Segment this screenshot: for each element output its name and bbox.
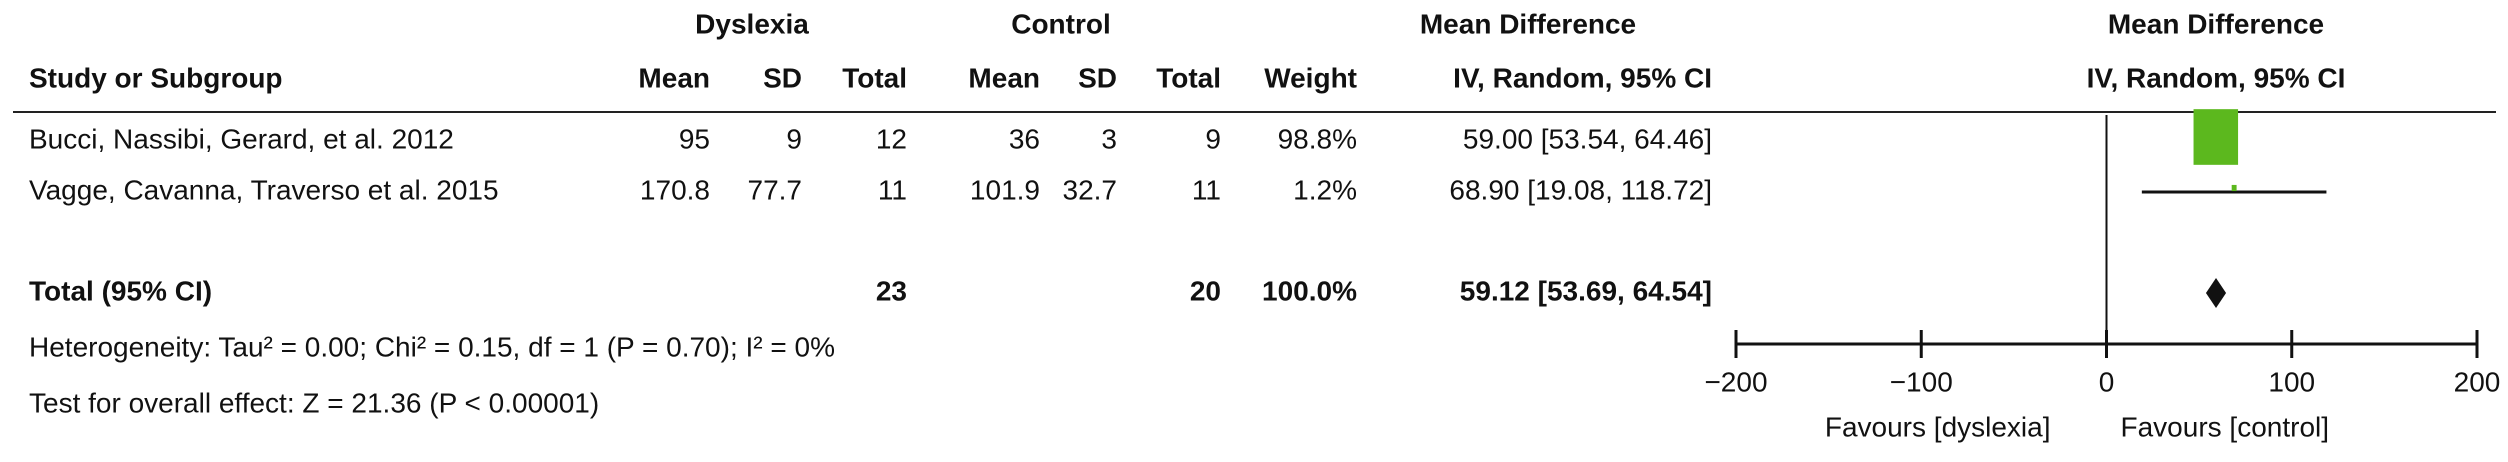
pooled-diamond xyxy=(2205,278,2227,308)
column-header: Total xyxy=(1156,62,1221,93)
study-ci: 59.00 [53.54, 64.46] xyxy=(1463,123,1712,154)
total-value: 23 xyxy=(876,275,907,306)
study-weight: 1.2% xyxy=(1293,174,1357,205)
column-header: SD xyxy=(763,62,802,93)
x-tick-label: 200 xyxy=(2454,366,2501,397)
study-value: 36 xyxy=(1009,123,1040,154)
heterogeneity: Heterogeneity: Tau² = 0.00; Chi² = 0.15,… xyxy=(29,331,835,362)
column-header: Total xyxy=(842,62,907,93)
study-value: 32.7 xyxy=(1063,174,1118,205)
study-name: Bucci, Nassibi, Gerard, et al. 2012 xyxy=(29,123,454,154)
total-weight: 100.0% xyxy=(1262,275,1357,306)
study-value: 3 xyxy=(1101,123,1117,154)
study-value: 101.9 xyxy=(970,174,1040,205)
study-value: 77.7 xyxy=(748,174,803,205)
point-estimate xyxy=(2231,184,2237,192)
favours-label: Favours [control] xyxy=(2121,411,2330,442)
group-header: Control xyxy=(1011,8,1111,39)
x-tick-label: −200 xyxy=(1704,366,1767,397)
column-header: Study or Subgroup xyxy=(29,62,283,93)
study-name: Vagge, Cavanna, Traverso et al. 2015 xyxy=(29,174,499,205)
favours-label: Favours [dyslexia] xyxy=(1825,411,2051,442)
column-header: Weight xyxy=(1264,62,1357,93)
group-header: Mean Difference xyxy=(2108,8,2324,39)
total-value: 20 xyxy=(1190,275,1221,306)
study-value: 11 xyxy=(1192,174,1221,205)
column-header: SD xyxy=(1078,62,1117,93)
total-ci: 59.12 [53.69, 64.54] xyxy=(1460,275,1712,306)
x-tick-label: −100 xyxy=(1890,366,1953,397)
x-tick-label: 100 xyxy=(2268,366,2315,397)
study-value: 95 xyxy=(679,123,710,154)
column-header: IV, Random, 95% CI xyxy=(1453,62,1712,93)
study-value: 9 xyxy=(786,123,802,154)
study-value: 9 xyxy=(1205,123,1221,154)
group-header: Dyslexia xyxy=(695,8,809,39)
study-value: 12 xyxy=(876,123,907,154)
overall-effect: Test for overall effect: Z = 21.36 (P < … xyxy=(29,387,599,418)
column-header: IV, Random, 95% CI xyxy=(2087,62,2346,93)
study-weight: 98.8% xyxy=(1278,123,1357,154)
column-header: Mean xyxy=(968,62,1040,93)
column-header: Mean xyxy=(638,62,710,93)
study-value: 11 xyxy=(878,174,907,205)
x-tick-label: 0 xyxy=(2099,366,2115,397)
group-header: Mean Difference xyxy=(1420,8,1636,39)
total-name: Total (95% CI) xyxy=(29,275,212,306)
study-value: 170.8 xyxy=(640,174,710,205)
study-ci: 68.90 [19.08, 118.72] xyxy=(1449,174,1712,205)
point-estimate xyxy=(2193,109,2239,165)
